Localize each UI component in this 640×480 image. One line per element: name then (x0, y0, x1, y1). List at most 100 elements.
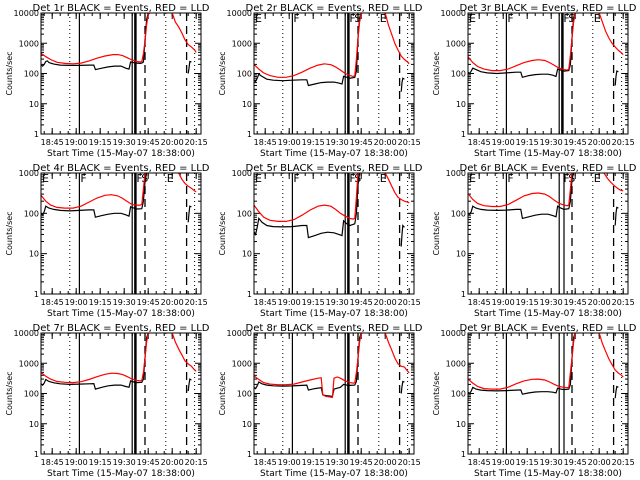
y-axis-label: Counts/sec (5, 51, 14, 95)
series-events-late (400, 77, 405, 92)
x-tick-label: 19:15 (302, 138, 325, 147)
series-lld-late (598, 333, 624, 378)
plot-frame (40, 12, 202, 135)
x-tick-label: 19:15 (516, 458, 539, 467)
y-tick-label: 100 (451, 390, 466, 399)
panel-det-3: Det 3r BLACK = Events, RED = LLD Counts/s… (432, 3, 637, 159)
x-axis-label: Start Time (15-May-07 18:38:00) (47, 469, 195, 479)
series-lld-late (384, 173, 410, 204)
series-events (468, 13, 576, 79)
series-events (254, 173, 361, 239)
phase-letter: F (563, 172, 569, 185)
x-tick-label: 20:15 (398, 458, 421, 467)
x-tick-label: 18:45 (254, 458, 277, 467)
x-tick-label: 18:45 (254, 298, 277, 307)
y-tick-label: 1 (461, 450, 466, 459)
series-group (254, 13, 410, 92)
x-tick-label: 19:30 (326, 138, 349, 147)
phase-letter: F (349, 172, 355, 185)
y-tick-label: 100 (237, 390, 252, 399)
x-tick-label: 19:15 (302, 458, 325, 467)
y-tick-label: 10 (29, 100, 39, 109)
x-tick-label: 20:15 (185, 298, 208, 307)
phase-letter: F (507, 172, 513, 185)
x-tick-label: 18:45 (41, 298, 64, 307)
phase-letter: E (255, 12, 262, 25)
panel-title: Det 8r BLACK = Events, RED = LLD (246, 323, 423, 334)
panel-title: Det 5r BLACK = Events, RED = LLD (246, 163, 423, 174)
series-events (41, 13, 149, 71)
y-tick-label: 100 (451, 70, 466, 79)
x-tick-label: 20:15 (612, 138, 635, 147)
y-tick-label: 10000 (14, 9, 39, 18)
y-tick-label: 1 (247, 450, 252, 459)
x-tick-label: 19:30 (113, 138, 136, 147)
phase-letter: F (293, 172, 299, 185)
phase-letter: F (507, 12, 513, 25)
y-tick-label: 1 (247, 290, 252, 299)
y-tick-label: 100 (237, 70, 252, 79)
phase-letter: E (167, 172, 174, 185)
x-tick-label: 20:00 (161, 298, 184, 307)
series-lld-late (384, 13, 410, 65)
x-tick-label: 19:30 (113, 458, 136, 467)
x-tick-label: 19:45 (350, 298, 373, 307)
x-tick-label: 19:15 (89, 138, 112, 147)
phase-letter: E (380, 172, 387, 185)
series-group (41, 173, 197, 223)
x-axis-label: Start Time (15-May-07 18:38:00) (260, 469, 408, 479)
series-events-late (400, 380, 405, 394)
y-axis-label: Counts/sec (5, 371, 14, 415)
y-tick-label: 100 (451, 209, 466, 218)
y-tick-label: 10000 (227, 9, 252, 18)
series-group (41, 13, 197, 74)
y-axis-label: Counts/sec (432, 51, 441, 95)
x-tick-label: 19:30 (540, 138, 563, 147)
y-tick-label: 10000 (441, 9, 466, 18)
y-tick-label: 100 (24, 209, 39, 218)
x-tick-label: 19:30 (540, 458, 563, 467)
x-tick-label: 19:00 (65, 458, 88, 467)
x-tick-label: 18:45 (254, 138, 277, 147)
series-events-late (400, 224, 405, 247)
y-tick-label: 10 (456, 100, 466, 109)
phase-letter: E (255, 172, 262, 185)
plot-frame (40, 332, 202, 455)
y-axis-label: Counts/sec (432, 371, 441, 415)
x-tick-label: 19:00 (492, 298, 515, 307)
series-lld (254, 13, 363, 78)
x-tick-label: 19:15 (516, 138, 539, 147)
y-tick-label: 1000 (232, 39, 252, 48)
series-events-late (187, 205, 192, 223)
y-tick-label: 1 (247, 130, 252, 139)
x-axis-label: Start Time (15-May-07 18:38:00) (474, 309, 622, 319)
x-tick-label: 20:15 (185, 138, 208, 147)
x-axis-label: Start Time (15-May-07 18:38:00) (260, 309, 408, 319)
y-tick-label: 1000 (19, 39, 39, 48)
series-events (468, 333, 576, 395)
series-lld (41, 13, 151, 65)
x-tick-label: 20:15 (612, 298, 635, 307)
phase-letter: E (42, 172, 49, 185)
x-tick-label: 18:45 (468, 458, 491, 467)
plot-frame (253, 172, 415, 295)
x-tick-label: 19:45 (350, 138, 373, 147)
series-group (41, 333, 197, 392)
y-tick-label: 100 (237, 209, 252, 218)
y-axis-label: Counts/sec (5, 211, 14, 255)
y-axis-label: Counts/sec (218, 371, 227, 415)
x-axis-label: Start Time (15-May-07 18:38:00) (47, 309, 195, 319)
series-events-late (614, 206, 619, 226)
x-tick-label: 19:00 (492, 138, 515, 147)
series-lld-late (171, 333, 197, 372)
x-tick-label: 18:45 (468, 298, 491, 307)
x-tick-label: 20:15 (398, 138, 421, 147)
plot-frame (40, 172, 202, 295)
y-tick-label: 10000 (227, 329, 252, 338)
x-tick-label: 19:45 (137, 298, 160, 307)
series-events-late (187, 60, 192, 74)
x-tick-label: 20:00 (161, 138, 184, 147)
x-tick-label: 20:00 (374, 138, 397, 147)
y-tick-label: 10 (29, 250, 39, 259)
